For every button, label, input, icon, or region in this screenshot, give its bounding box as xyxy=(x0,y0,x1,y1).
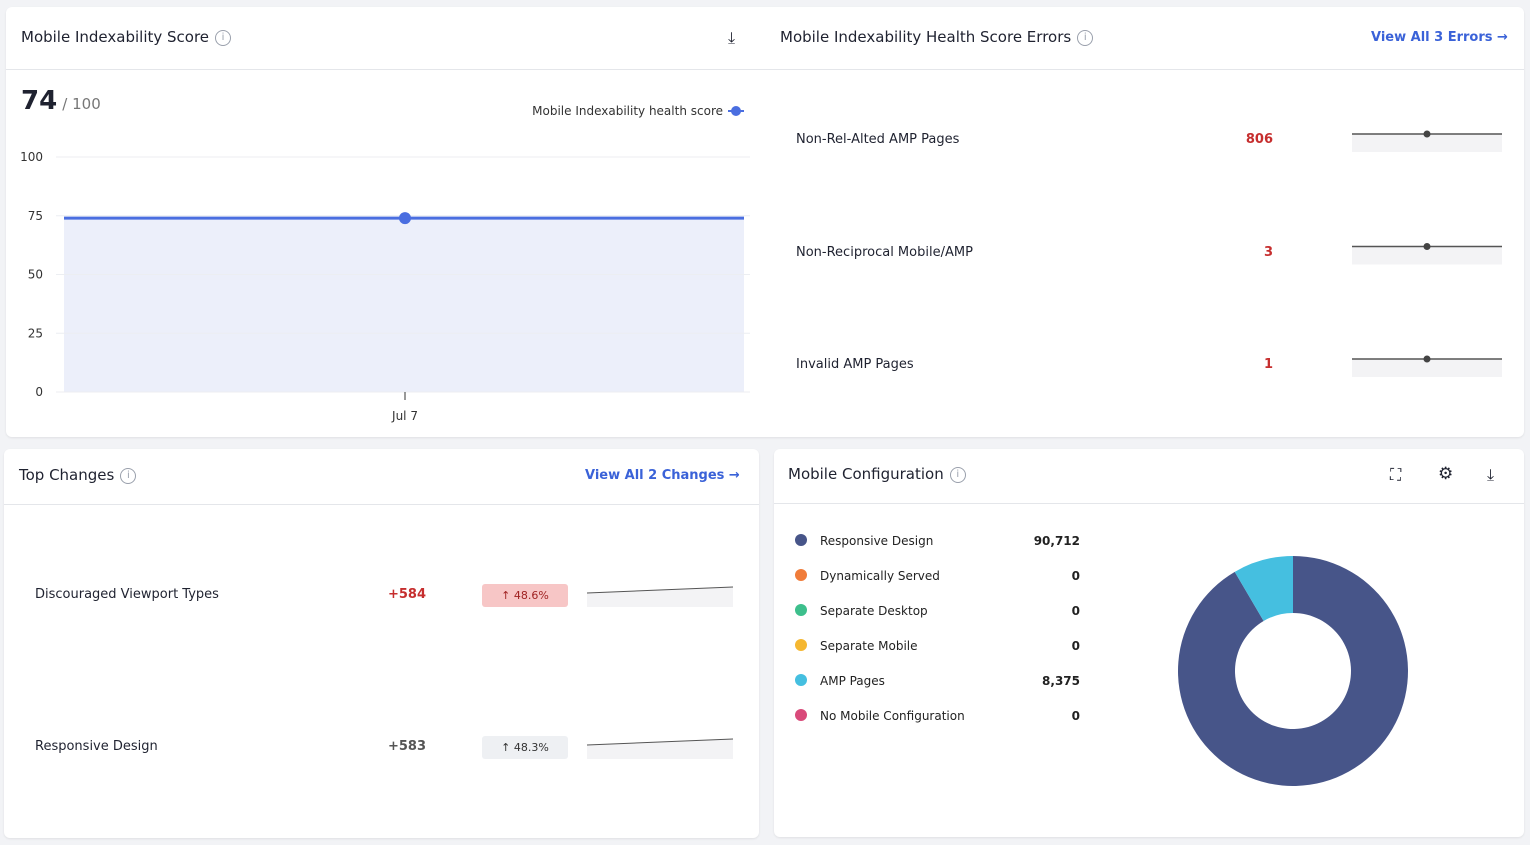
config-card xyxy=(774,449,1524,837)
divider xyxy=(4,504,759,505)
change-label: Discouraged Viewport Types xyxy=(35,587,219,602)
divider xyxy=(6,69,1524,70)
info-icon[interactable]: i xyxy=(1077,29,1094,46)
change-value: +584 xyxy=(387,587,426,602)
info-icon[interactable]: i xyxy=(215,29,232,46)
panel-title: Mobile Configuration i xyxy=(788,465,966,483)
title-text: Mobile Configuration xyxy=(788,465,944,483)
top-card xyxy=(6,7,1524,437)
link-text: View All 3 Errors xyxy=(1371,30,1493,45)
title-text: Top Changes xyxy=(19,466,115,484)
change-percent: ↑ 48.3% xyxy=(482,736,568,759)
error-value: 1 xyxy=(1263,357,1273,372)
error-value: 806 xyxy=(1245,132,1273,147)
panel-title: Mobile Indexability Score i xyxy=(21,28,232,46)
change-value: +583 xyxy=(387,739,426,754)
settings-icon[interactable]: ⚙ xyxy=(1438,464,1454,484)
title-text: Mobile Indexability Health Score Errors xyxy=(780,28,1072,46)
info-icon[interactable]: i xyxy=(949,466,966,483)
error-label: Non-Rel-Alted AMP Pages xyxy=(796,132,960,147)
changes-card xyxy=(4,449,759,838)
download-icon[interactable]: ⤓ xyxy=(1487,465,1495,484)
panel-title: Mobile Indexability Health Score Errors i xyxy=(780,28,1094,46)
change-label: Responsive Design xyxy=(35,739,158,754)
info-icon[interactable]: i xyxy=(120,467,137,484)
score-value: 74 xyxy=(21,86,58,116)
change-percent: ↑ 48.6% xyxy=(482,584,568,607)
panel-title: Top Changes i xyxy=(19,466,137,484)
link-text: View All 2 Changes xyxy=(585,468,725,483)
error-label: Invalid AMP Pages xyxy=(796,357,914,372)
title-text: Mobile Indexability Score xyxy=(21,28,210,46)
view-errors-link[interactable]: View All 3 Errors → xyxy=(1371,30,1508,45)
score: 74 / 100 xyxy=(21,86,101,116)
error-value: 3 xyxy=(1263,244,1273,260)
divider xyxy=(774,503,1524,504)
view-changes-link[interactable]: View All 2 Changes → xyxy=(585,468,740,483)
error-label: Non-Reciprocal Mobile/AMP xyxy=(796,244,973,260)
expand-icon[interactable]: ⛶ xyxy=(1390,465,1402,484)
score-max: / 100 xyxy=(62,95,101,113)
download-icon[interactable]: ⤓ xyxy=(728,28,736,47)
